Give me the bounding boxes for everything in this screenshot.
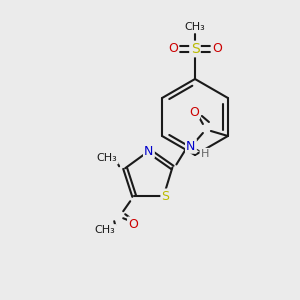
Text: CH₃: CH₃ (184, 22, 206, 32)
Text: H: H (201, 149, 209, 159)
Text: N: N (186, 140, 196, 152)
Text: CH₃: CH₃ (97, 153, 118, 163)
Text: S: S (190, 42, 200, 56)
Text: N: N (144, 145, 154, 158)
Text: O: O (189, 106, 199, 118)
Text: CH₃: CH₃ (95, 225, 116, 235)
Text: O: O (168, 43, 178, 56)
Text: O: O (212, 43, 222, 56)
Text: S: S (162, 190, 170, 203)
Text: O: O (128, 218, 138, 231)
